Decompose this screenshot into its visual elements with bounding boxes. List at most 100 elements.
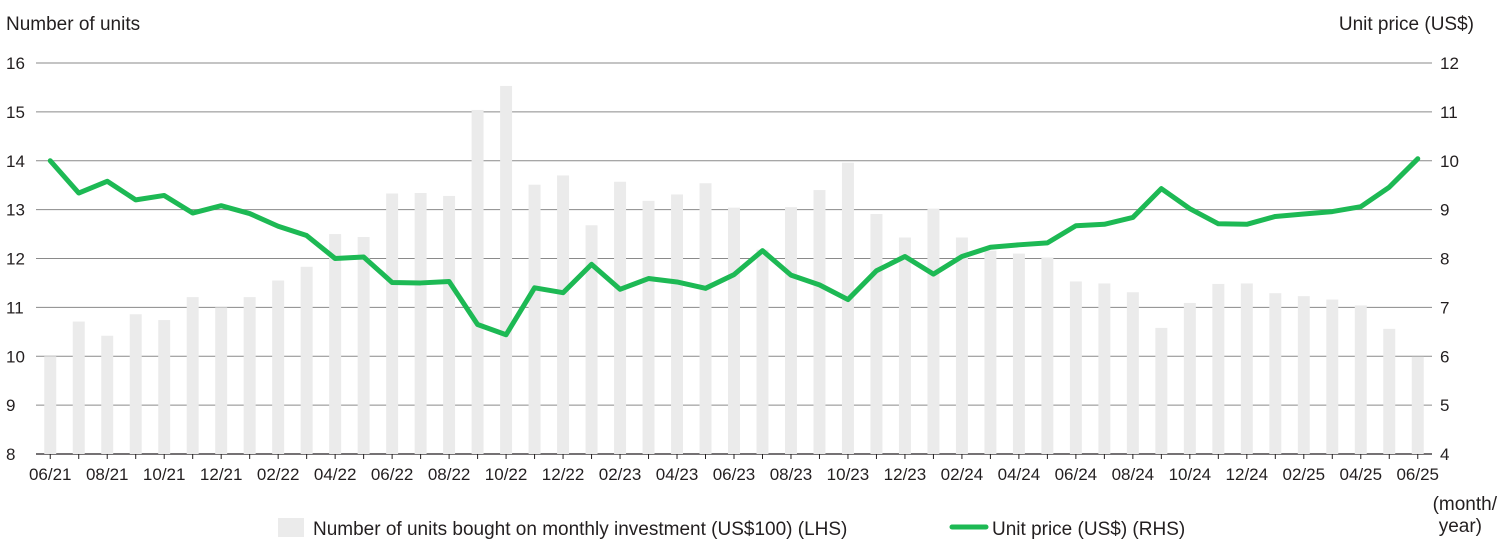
x-tick-label: 06/24: [1055, 465, 1098, 484]
bar-04/24: [1012, 253, 1025, 454]
price-point-01/24: [931, 272, 935, 276]
bar-01/23: [585, 225, 598, 454]
bar-08/23: [784, 207, 797, 454]
x-tick-label: 08/23: [770, 465, 813, 484]
x-tick-label: 12/24: [1226, 465, 1269, 484]
price-point-01/22: [248, 212, 252, 216]
bar-07/23: [756, 249, 769, 454]
left-axis-ticks: 8 9 10 11 12 13 14 15 16: [6, 54, 25, 464]
x-tick-label: 02/25: [1283, 465, 1326, 484]
bar-06/23: [728, 207, 740, 454]
bar-08/24: [1126, 292, 1139, 454]
price-point-02/25: [1302, 212, 1306, 216]
price-point-08/22: [447, 279, 451, 283]
right-tick-label: 9: [1440, 201, 1449, 220]
bar-09/24: [1155, 327, 1168, 454]
left-tick-label: 16: [6, 54, 25, 73]
price-point-05/25: [1387, 185, 1391, 189]
right-axis-ticks: 4 5 6 7 8 9 10 11 12: [1440, 54, 1459, 464]
bar-02/22: [272, 280, 285, 454]
bar-11/23: [870, 214, 883, 454]
left-tick-label: 9: [6, 396, 15, 415]
price-point-12/21: [219, 204, 223, 208]
price-point-06/22: [390, 280, 394, 284]
bar-04/23: [671, 194, 684, 454]
x-tick-label: 08/24: [1112, 465, 1155, 484]
left-axis-title: Number of units: [6, 14, 140, 35]
price-point-06/21: [48, 159, 52, 163]
price-point-02/23: [618, 287, 622, 291]
right-tick-label: 12: [1440, 54, 1459, 73]
bar-02/25: [1297, 296, 1310, 454]
x-tick-label: 04/23: [656, 465, 699, 484]
bar-09/22: [471, 109, 484, 455]
price-point-12/22: [561, 291, 565, 295]
bar-01/24: [927, 208, 940, 454]
x-axis-unit-label: (month/year): [1433, 494, 1498, 537]
x-tick-label: 04/25: [1340, 465, 1383, 484]
x-tick-label: 10/22: [485, 465, 528, 484]
right-tick-label: 6: [1440, 347, 1449, 366]
bar-08/22: [443, 195, 456, 454]
price-point-01/23: [590, 262, 594, 266]
price-point-11/21: [191, 211, 195, 215]
bar-09/21: [129, 314, 142, 454]
right-axis-title: Unit price (US$): [1339, 14, 1474, 35]
bar-03/24: [984, 250, 997, 454]
x-tick-label: 06/21: [29, 465, 72, 484]
bar-06/24: [1069, 281, 1082, 454]
x-tick-label: 10/21: [143, 465, 186, 484]
price-line: [47, 156, 1421, 338]
price-point-02/22: [276, 224, 280, 228]
left-tick-label: 11: [6, 298, 24, 317]
bar-03/22: [300, 266, 313, 454]
price-point-07/23: [760, 249, 764, 253]
bar-03/25: [1326, 299, 1339, 454]
legend-line-label: Unit price (US$) (RHS): [992, 519, 1185, 540]
price-point-11/23: [874, 269, 878, 273]
bar-10/24: [1183, 302, 1196, 454]
price-point-10/22: [504, 333, 508, 337]
bar-04/22: [329, 234, 342, 454]
bar-10/23: [841, 162, 854, 454]
price-point-07/22: [419, 281, 423, 285]
x-tick-label: 04/22: [314, 465, 357, 484]
right-tick-label: 10: [1440, 152, 1459, 171]
bar-02/23: [614, 181, 627, 455]
price-point-08/21: [105, 179, 109, 183]
bars: [44, 85, 1424, 455]
price-point-05/23: [704, 286, 708, 290]
price-point-01/25: [1273, 214, 1277, 218]
bar-07/22: [414, 193, 427, 454]
price-point-09/23: [817, 283, 821, 287]
bar-07/24: [1098, 283, 1111, 454]
left-tick-label: 10: [6, 347, 25, 366]
price-point-03/22: [305, 234, 309, 238]
bar-03/23: [642, 200, 655, 454]
bar-12/24: [1240, 283, 1253, 454]
price-point-09/21: [134, 198, 138, 202]
price-point-05/24: [1045, 241, 1049, 245]
bar-01/22: [243, 297, 256, 454]
price-point-04/22: [333, 257, 337, 260]
x-tick-label: 02/23: [599, 465, 642, 484]
bar-05/23: [699, 183, 712, 455]
bar-09/23: [813, 190, 826, 454]
price-point-06/25: [1416, 157, 1420, 161]
right-tick-label: 8: [1440, 250, 1449, 269]
x-tick-label: 02/22: [257, 465, 300, 484]
right-tick-label: 5: [1440, 396, 1449, 415]
left-tick-label: 14: [6, 152, 25, 171]
x-tick-label: 06/23: [713, 465, 756, 484]
price-point-11/24: [1216, 222, 1220, 226]
bar-05/22: [357, 236, 370, 454]
price-point-04/23: [675, 280, 679, 284]
bar-10/22: [500, 85, 513, 454]
bar-08/21: [101, 335, 114, 454]
bar-04/25: [1354, 305, 1367, 454]
x-tick-label: 12/21: [200, 465, 243, 484]
price-point-12/23: [903, 255, 907, 259]
price-point-11/22: [533, 286, 537, 290]
right-tick-label: 11: [1440, 103, 1458, 122]
